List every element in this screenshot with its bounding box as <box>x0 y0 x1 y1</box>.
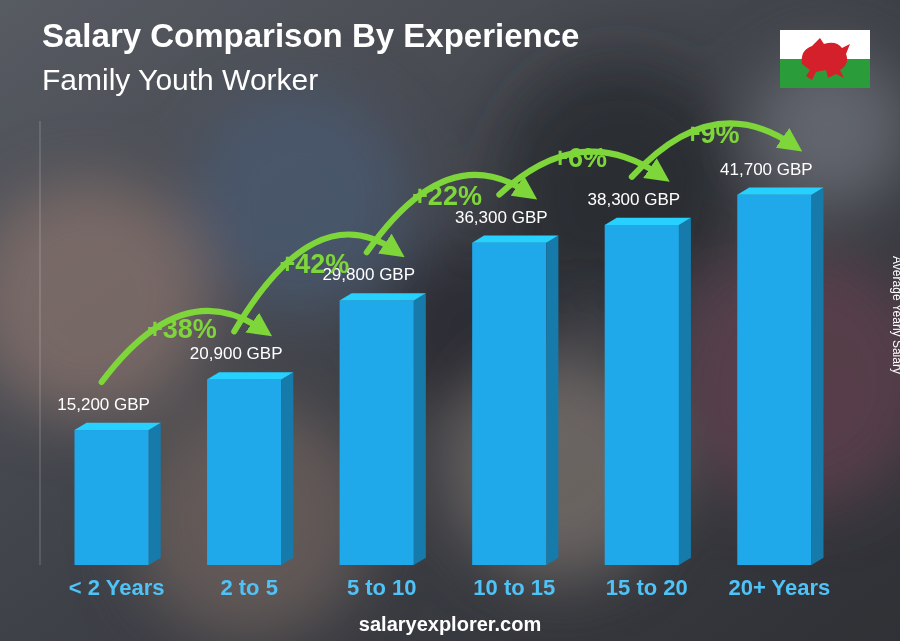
bar-top <box>75 423 161 430</box>
change-label: +42% <box>280 249 350 279</box>
subtitle: Family Youth Worker <box>42 63 318 96</box>
bar <box>340 300 414 565</box>
x-tick-label: < 2 Years <box>69 575 165 600</box>
bar <box>472 243 546 565</box>
x-tick-label: 15 to 20 <box>606 575 688 600</box>
bar-side <box>546 235 558 565</box>
bar-group <box>207 372 293 565</box>
source: salaryexplorer.com <box>359 613 541 635</box>
bar <box>737 195 811 565</box>
x-tick-label: 10 to 15 <box>473 575 555 600</box>
bar-side <box>414 293 426 565</box>
bar-top <box>605 218 691 225</box>
bar-group <box>472 235 558 565</box>
x-axis-line <box>49 565 839 566</box>
x-tick: 2 to 5 <box>220 565 277 600</box>
bar-group <box>340 293 426 565</box>
bar-top <box>472 235 558 242</box>
change-label: +6% <box>552 143 607 173</box>
flag <box>780 30 870 88</box>
change-label: +38% <box>147 314 217 344</box>
y-axis-line <box>40 121 41 565</box>
bar <box>75 430 149 565</box>
x-tick: 15 to 20 <box>606 565 688 600</box>
bar-side <box>281 372 293 565</box>
x-axis: < 2 Years 2 to 5 5 to 10 10 to 15 15 to 20 20… <box>49 565 839 600</box>
chart-svg: Salary Comparison By Experience Family Yo… <box>0 0 900 641</box>
bar-top <box>207 372 293 379</box>
x-tick: 5 to 10 <box>347 565 417 600</box>
bar-side <box>679 218 691 565</box>
flag-dragon <box>802 38 850 80</box>
x-tick-label: 20+ Years <box>728 575 830 600</box>
data-label: 38,300 GBP <box>588 190 681 209</box>
bar-side <box>149 423 161 565</box>
bar <box>207 379 281 565</box>
bar-group <box>605 218 691 565</box>
y-axis-title: Average Yearly Salary <box>890 256 900 374</box>
title: Salary Comparison By Experience <box>42 17 579 54</box>
chart-container: Salary Comparison By Experience Family Yo… <box>0 0 900 641</box>
bar-group <box>737 188 823 565</box>
bar <box>605 225 679 565</box>
bar-top <box>340 293 426 300</box>
data-label: 15,200 GBP <box>57 395 150 414</box>
bar-group <box>75 423 161 565</box>
bar-top <box>737 188 823 195</box>
bars <box>75 188 824 565</box>
x-tick: 20+ Years <box>728 565 830 600</box>
x-tick-label: 5 to 10 <box>347 575 417 600</box>
change-label: +22% <box>412 181 482 211</box>
x-tick: < 2 Years <box>69 565 165 600</box>
data-label: 41,700 GBP <box>720 160 813 179</box>
change-arrow <box>367 175 528 253</box>
data-label: 20,900 GBP <box>190 344 283 363</box>
change-label: +9% <box>685 119 740 149</box>
x-tick-label: 2 to 5 <box>220 575 277 600</box>
background <box>0 0 900 641</box>
background-overlay <box>0 0 900 641</box>
x-tick: 10 to 15 <box>473 565 555 600</box>
bar-side <box>811 188 823 565</box>
